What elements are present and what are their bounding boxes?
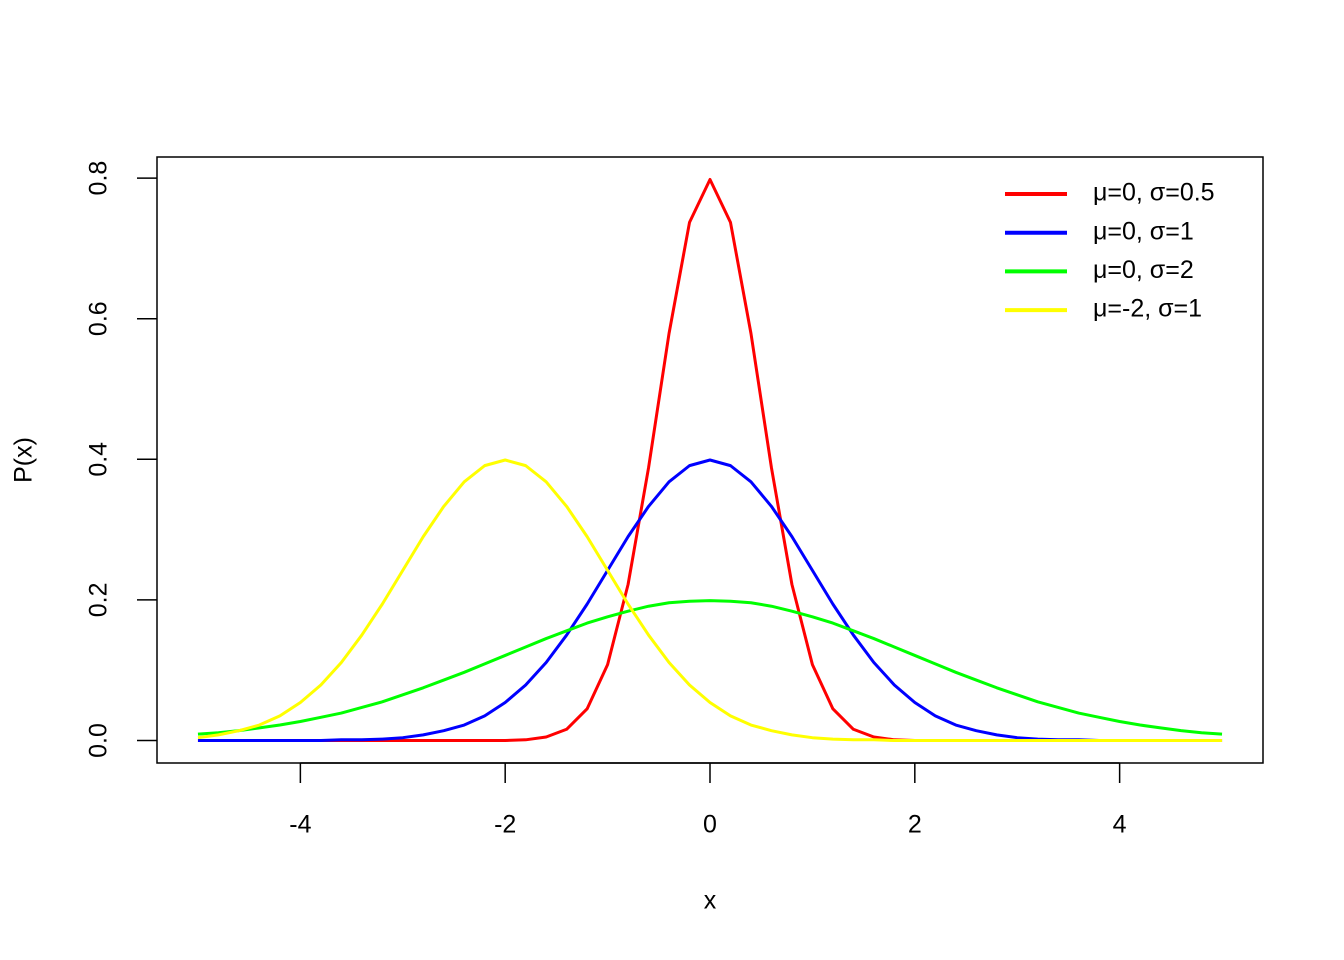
legend-label: μ=-2, σ=1: [1093, 295, 1202, 323]
legend-label: μ=0, σ=0.5: [1093, 179, 1215, 207]
x-tick-label: 2: [908, 811, 922, 839]
y-tick-label: 0.4: [85, 442, 113, 477]
series-line: [197, 458, 1223, 743]
x-tick-label: -2: [494, 811, 516, 839]
x-axis-label: x: [704, 887, 717, 915]
y-tick-label: 0.8: [85, 161, 113, 196]
x-tick-label: -4: [289, 811, 311, 839]
y-tick-label: 0.6: [85, 301, 113, 336]
x-tick-label: 0: [703, 811, 717, 839]
legend-label: μ=0, σ=1: [1093, 217, 1194, 245]
x-tick-label: 4: [1113, 811, 1127, 839]
y-axis-label: P(x): [10, 437, 38, 483]
y-tick-label: 0.0: [85, 723, 113, 758]
series-line: [197, 599, 1223, 736]
legend-label: μ=0, σ=2: [1093, 256, 1194, 284]
y-tick-label: 0.2: [85, 583, 113, 618]
